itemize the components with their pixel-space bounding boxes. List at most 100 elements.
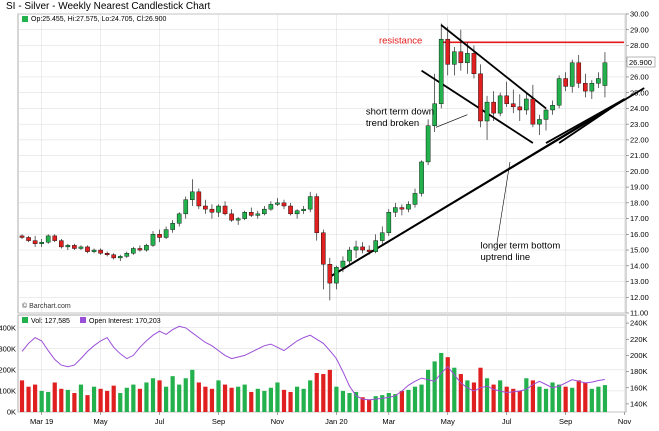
candle-body [366, 249, 372, 252]
price-tick-label: 23.00 [630, 120, 649, 129]
volume-bar [327, 369, 332, 412]
volume-bar [511, 388, 516, 412]
volume-bar [334, 386, 339, 412]
volume-bar [59, 388, 64, 412]
annotation-short-term-text: trend broken [366, 118, 419, 129]
candle-body [530, 98, 536, 125]
candle-body [262, 208, 267, 215]
volume-bar [26, 386, 31, 412]
candle-body [569, 62, 575, 87]
candle-body [321, 232, 326, 265]
volume-bar [602, 385, 608, 412]
candle-body [550, 105, 555, 111]
volume-bar [91, 386, 97, 412]
volume-panel: Vol: 127,585 Open Interest: 170,203 0K 10… [0, 314, 648, 417]
volume-bar [46, 391, 51, 412]
candle-body [510, 103, 516, 108]
price-tick-label: 11.00 [630, 309, 648, 318]
volume-bar [105, 390, 110, 412]
volume-bar [393, 394, 398, 412]
price-panel: 11.00 12.00 13.00 14.00 15.00 16.00 17.00 18.00… [17, 10, 656, 318]
price-tick-label: 25.00 [630, 88, 649, 97]
candle-body [281, 202, 287, 207]
candle-body [137, 248, 143, 251]
x-tick-label: Jan 20 [325, 417, 348, 426]
oi-tick-label: 160K [630, 383, 648, 392]
candle-body [19, 235, 25, 238]
volume-bar [177, 384, 182, 412]
candle-body [131, 248, 136, 254]
volume-bar [131, 384, 136, 412]
volume-bar [491, 384, 496, 412]
volume-tick-label: 300K [0, 344, 16, 353]
price-tick-label: 13.00 [630, 277, 649, 286]
volume-bar [308, 380, 313, 412]
candle-body [117, 256, 123, 259]
volume-bar [478, 367, 483, 412]
candle-body [294, 210, 300, 215]
price-tick-label: 21.00 [630, 151, 649, 160]
volume-bars [19, 352, 608, 412]
candle-body [124, 252, 130, 257]
candle-body [209, 208, 215, 213]
oi-tick-label: 240K [630, 319, 648, 328]
candle-body [229, 213, 234, 221]
price-tick-label: 24.00 [630, 104, 649, 113]
candle-body [189, 191, 195, 200]
volume-bar [216, 380, 221, 412]
candle-body [307, 196, 313, 210]
oi-tick-label: 220K [630, 335, 648, 344]
candle-body [314, 196, 320, 233]
price-tick-label: 30.00 [630, 10, 649, 19]
volume-bar [190, 369, 195, 412]
candle-body [399, 207, 405, 210]
volume-bar [589, 388, 594, 412]
volume-bar [236, 386, 241, 412]
volume-bar [65, 389, 70, 412]
volume-bar [406, 389, 411, 412]
volume-bar [118, 393, 123, 412]
volume-bar [426, 369, 431, 412]
candle-body [602, 62, 608, 86]
volume-bar [249, 391, 254, 412]
last-price-marker: 26.900 [626, 56, 656, 68]
volume-bar [157, 380, 162, 412]
oi-tick-label: 180K [630, 367, 648, 376]
candle-body [170, 223, 175, 230]
trend-lines: resistance [329, 24, 645, 278]
ohlc-readout: Op:25.455, Hi:27.575, Lo:24.705, Cl:26.9… [31, 16, 167, 23]
candle-body [432, 103, 437, 126]
candle-body [576, 62, 582, 84]
candle-body [268, 204, 274, 210]
volume-bar [583, 382, 588, 412]
oi-tick-label: 140K [630, 400, 648, 409]
candle-body [406, 204, 411, 210]
candle-body [150, 234, 156, 246]
price-gridlines [18, 13, 626, 314]
candle-body [589, 83, 595, 92]
candles [19, 23, 608, 301]
chart-credit: © Barchart.com [22, 302, 71, 310]
candle-body [379, 232, 385, 241]
candle-body [373, 240, 379, 252]
candle-body [242, 212, 248, 219]
volume-bar [124, 387, 129, 412]
candle-body [583, 83, 588, 92]
volume-bar [275, 382, 280, 412]
price-tick-label: 26.00 [630, 73, 649, 82]
volume-bar [432, 361, 437, 412]
chart-title: SI - Silver - Weekly Nearest Candlestick… [6, 1, 211, 12]
candle-body [353, 246, 359, 251]
candle-body [157, 234, 162, 238]
volume-bar [557, 384, 562, 412]
candle-body [104, 252, 110, 255]
last-price-label: 26.900 [629, 58, 652, 67]
volume-bar [242, 384, 247, 412]
candle-body [59, 240, 64, 248]
volume-bar [471, 382, 477, 412]
volume-bar [452, 367, 457, 412]
volume-bar [386, 393, 391, 412]
volume-bar [380, 395, 385, 412]
volume-bar [439, 352, 444, 412]
volume-bar [576, 380, 581, 412]
